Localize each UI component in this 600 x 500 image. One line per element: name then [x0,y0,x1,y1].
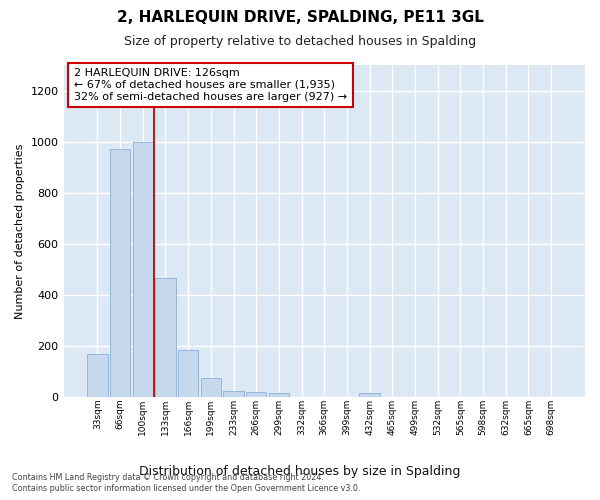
Bar [87,354,107,397]
Text: Contains public sector information licensed under the Open Government Licence v3: Contains public sector information licen… [12,484,361,493]
Text: Size of property relative to detached houses in Spalding: Size of property relative to detached ho… [124,35,476,48]
Text: 2 HARLEQUIN DRIVE: 126sqm
← 67% of detached houses are smaller (1,935)
32% of se: 2 HARLEQUIN DRIVE: 126sqm ← 67% of detac… [74,68,347,102]
Text: Distribution of detached houses by size in Spalding: Distribution of detached houses by size … [139,465,461,478]
Bar [223,391,244,397]
Bar [269,394,289,397]
Bar [359,394,380,397]
Bar [200,378,221,397]
Bar [110,150,130,397]
Bar [178,350,199,397]
Bar [155,278,176,397]
Bar [246,392,266,397]
Bar [133,142,153,397]
Text: Contains HM Land Registry data © Crown copyright and database right 2024.: Contains HM Land Registry data © Crown c… [12,473,324,482]
Y-axis label: Number of detached properties: Number of detached properties [15,144,25,319]
Text: 2, HARLEQUIN DRIVE, SPALDING, PE11 3GL: 2, HARLEQUIN DRIVE, SPALDING, PE11 3GL [116,10,484,25]
